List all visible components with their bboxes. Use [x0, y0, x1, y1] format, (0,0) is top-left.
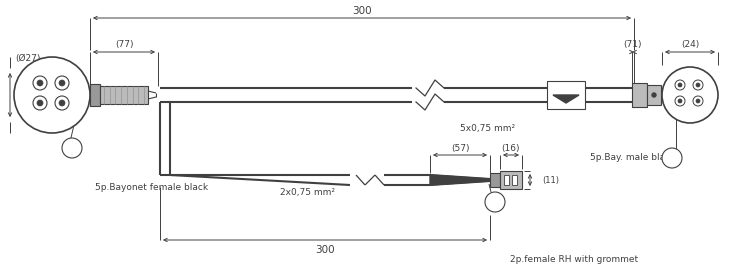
Text: 5x0,75 mm²: 5x0,75 mm²: [460, 123, 515, 132]
Polygon shape: [553, 95, 579, 103]
Bar: [500, 171, 522, 189]
Circle shape: [696, 83, 700, 87]
Text: 2x0,75 mm²: 2x0,75 mm²: [280, 188, 335, 197]
Text: (77): (77): [115, 41, 134, 50]
Text: 2p.female RH with grommet: 2p.female RH with grommet: [510, 255, 638, 264]
Text: 300: 300: [352, 6, 372, 16]
Circle shape: [62, 138, 82, 158]
Text: (57): (57): [451, 144, 469, 153]
Circle shape: [678, 83, 682, 87]
Text: 2: 2: [669, 153, 675, 162]
Circle shape: [37, 100, 43, 106]
Circle shape: [59, 100, 65, 106]
Circle shape: [485, 192, 505, 212]
Circle shape: [662, 67, 718, 123]
Text: 5p.Bay. male black: 5p.Bay. male black: [590, 153, 675, 162]
Bar: [100, 86, 148, 104]
Circle shape: [662, 148, 682, 168]
Circle shape: [37, 80, 43, 86]
Text: (24): (24): [681, 41, 699, 50]
Circle shape: [678, 99, 682, 103]
Bar: [90, 84, 100, 106]
Text: 1: 1: [69, 144, 75, 153]
Bar: [490, 173, 500, 187]
Text: 300: 300: [315, 245, 335, 255]
Bar: [512, 175, 517, 185]
Bar: [647, 85, 661, 105]
Circle shape: [14, 57, 90, 133]
Bar: [547, 81, 585, 109]
Text: (71): (71): [624, 41, 642, 50]
Text: 3: 3: [492, 197, 498, 206]
Text: LABEL: LABEL: [554, 85, 578, 94]
Circle shape: [696, 99, 700, 103]
Circle shape: [652, 93, 656, 97]
Text: (Ø27): (Ø27): [15, 54, 40, 63]
Bar: [504, 175, 509, 185]
Text: 5p.Bayonet female black: 5p.Bayonet female black: [95, 184, 208, 193]
Text: (16): (16): [502, 144, 520, 153]
Text: (11): (11): [542, 175, 559, 184]
Polygon shape: [430, 175, 490, 185]
Bar: [632, 83, 647, 107]
Circle shape: [59, 80, 65, 86]
